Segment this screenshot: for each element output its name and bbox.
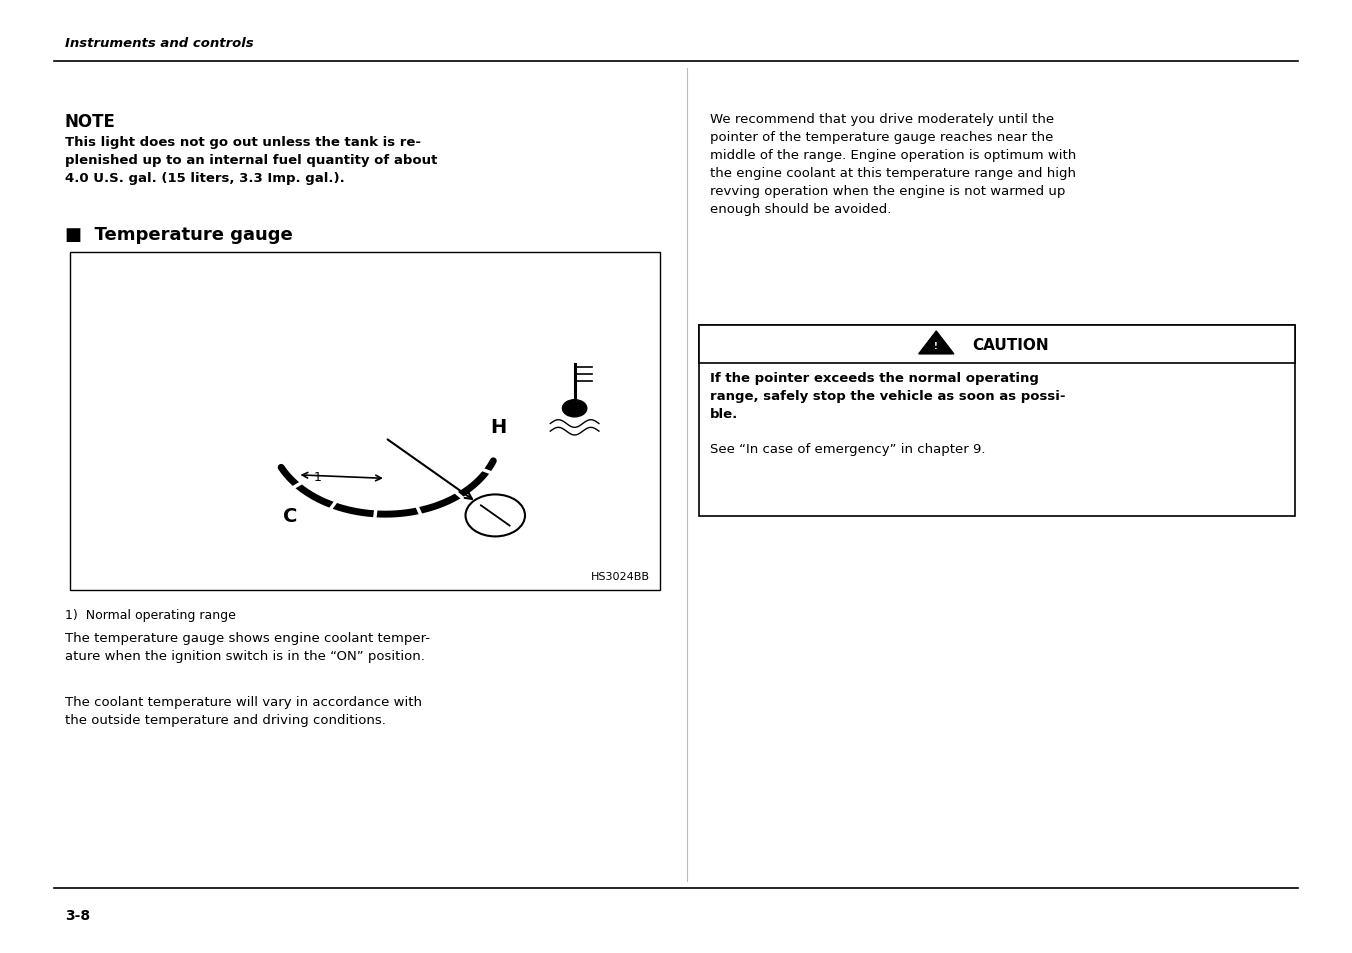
Text: !: ! [934,341,938,351]
Text: ■  Temperature gauge: ■ Temperature gauge [65,226,292,244]
Text: The coolant temperature will vary in accordance with
the outside temperature and: The coolant temperature will vary in acc… [65,696,422,726]
Text: The temperature gauge shows engine coolant temper-
ature when the ignition switc: The temperature gauge shows engine coola… [65,631,430,661]
Polygon shape [919,332,955,355]
Bar [699,326,1295,364]
Text: This light does not go out unless the tank is re-
plenished up to an internal fu: This light does not go out unless the ta… [65,136,437,185]
Text: NOTE: NOTE [65,112,116,131]
Text: 3-8: 3-8 [65,908,91,922]
Text: If the pointer exceeds the normal operating
range, safely stop the vehicle as so: If the pointer exceeds the normal operat… [710,372,1065,420]
Text: See “In case of emergency” in chapter 9.: See “In case of emergency” in chapter 9. [710,442,986,456]
Circle shape [562,400,587,417]
Circle shape [465,495,525,537]
Text: CAUTION: CAUTION [972,337,1049,353]
Text: 1)  Normal operating range: 1) Normal operating range [65,608,235,621]
Text: H: H [491,417,507,436]
Text: HS3024BB: HS3024BB [591,572,650,581]
Text: Instruments and controls: Instruments and controls [65,36,254,50]
Bar [70,253,660,591]
Bar [699,326,1295,517]
Text: We recommend that you drive moderately until the
pointer of the temperature gaug: We recommend that you drive moderately u… [710,112,1076,215]
Text: C: C [283,507,297,526]
Text: 1: 1 [314,471,322,483]
